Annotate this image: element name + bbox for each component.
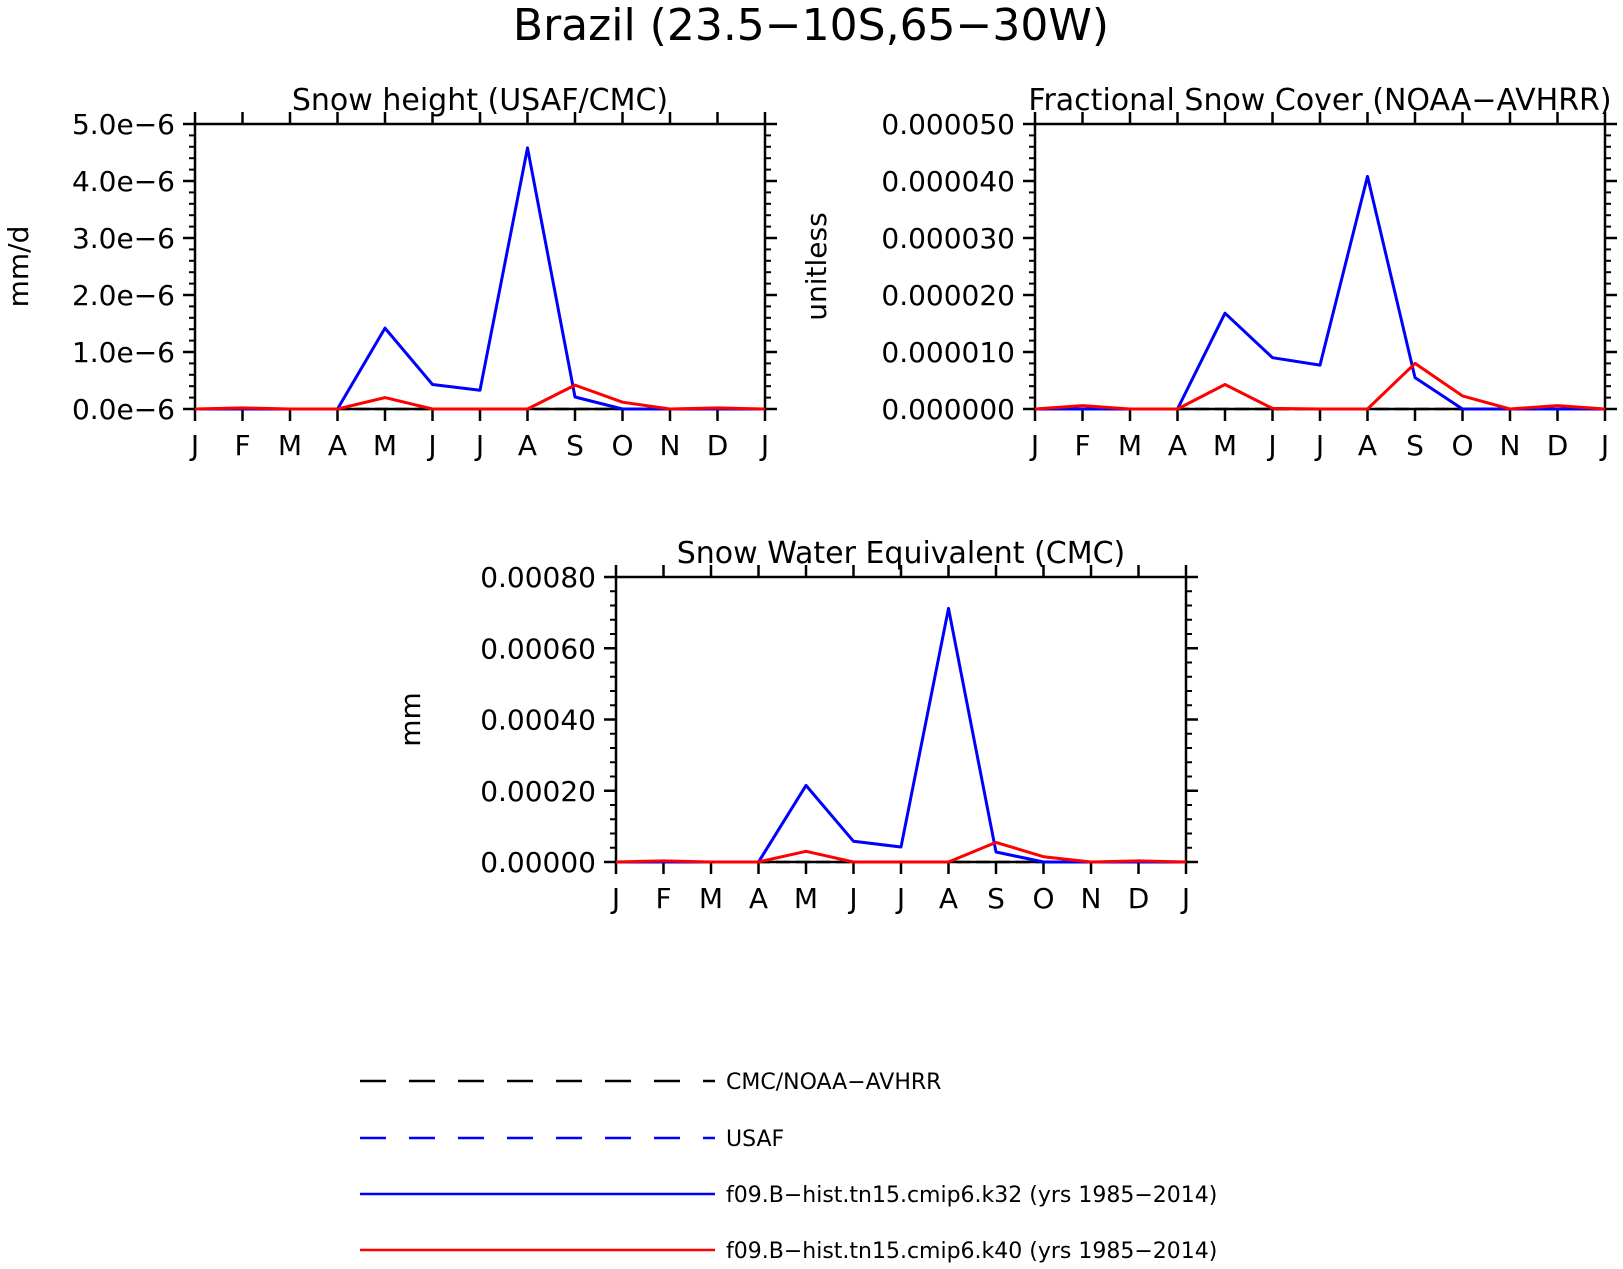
legend-item: f09.B−hist.tn15.cmip6.k32 (yrs 1985−2014… [360, 1183, 1217, 1208]
x-tick-label: J [1029, 429, 1039, 462]
y-tick-label: 0.00060 [480, 632, 596, 665]
y-tick-label: 0.00000 [480, 846, 596, 879]
y-axis-label: unitless [800, 212, 833, 320]
chart-panel-3: Snow Water Equivalent (CMC)mmJ F M A M J J A S O N… [394, 536, 1198, 915]
x-tick-label: N [660, 429, 681, 462]
x-tick-label: A [749, 882, 768, 915]
x-tick-label: J [426, 429, 436, 462]
x-tick-label: F [234, 429, 250, 462]
x-tick-label: S [987, 882, 1005, 915]
chart-panel-2: Fractional Snow Cover (NOAA−AVHRR)unitle… [800, 83, 1617, 462]
legend: CMC/NOAA−AVHRR USAF f09.B−hist.tn15.cmip6.… [360, 1070, 1217, 1264]
x-tick-label: S [566, 429, 584, 462]
x-tick-label: J [1266, 429, 1276, 462]
series-line-k40 [194, 383, 766, 411]
y-tick-label: 0.000020 [881, 279, 1015, 312]
y-tick-label: 0.00080 [480, 561, 596, 594]
figure-title: Brazil (23.5−10S,65−30W) [513, 0, 1109, 51]
chart-panel-1: Snow height (USAF/CMC)mm/dJ F M A M J J A S O N D J0… [2, 83, 777, 462]
y-tick-label: 4.0e−6 [72, 165, 175, 198]
x-tick-label: N [1081, 882, 1102, 915]
plot-frame [193, 122, 767, 411]
y-tick-label: 3.0e−6 [72, 222, 175, 255]
x-tick-label: A [1358, 429, 1377, 462]
x-tick-label: D [1128, 882, 1150, 915]
series-line-k40 [615, 840, 1187, 864]
x-tick-label: J [847, 882, 857, 915]
x-tick-label: A [1168, 429, 1187, 462]
series-line-k32 [616, 606, 1186, 864]
x-tick-label: J [189, 429, 199, 462]
x-tick-label: A [939, 882, 958, 915]
legend-label: USAF [726, 1127, 784, 1152]
x-tick-label: O [1032, 882, 1054, 915]
x-tick-label: J [1314, 429, 1324, 462]
y-tick-label: 0.0e−6 [72, 393, 175, 426]
x-tick-label: M [1118, 429, 1142, 462]
x-tick-label: O [611, 429, 633, 462]
x-tick-label: M [1213, 429, 1237, 462]
y-axis-label: mm [394, 692, 427, 747]
legend-item: USAF [360, 1127, 784, 1152]
y-tick-label: 0.000000 [881, 393, 1015, 426]
x-tick-label: J [474, 429, 484, 462]
x-tick-label: M [794, 882, 818, 915]
y-tick-label: 0.000030 [881, 222, 1015, 255]
y-tick-label: 0.00040 [480, 704, 596, 737]
legend-label: f09.B−hist.tn15.cmip6.k40 (yrs 1985−2014… [726, 1239, 1217, 1264]
x-tick-label: J [610, 882, 620, 915]
x-tick-label: F [655, 882, 671, 915]
x-tick-label: O [1451, 429, 1473, 462]
x-tick-label: J [1180, 882, 1190, 915]
x-tick-label: A [328, 429, 347, 462]
legend-label: f09.B−hist.tn15.cmip6.k32 (yrs 1985−2014… [726, 1183, 1217, 1208]
x-tick-label: N [1500, 429, 1521, 462]
x-tick-label: J [759, 429, 769, 462]
y-axis-label: mm/d [2, 226, 35, 308]
x-tick-label: J [895, 882, 905, 915]
y-tick-label: 0.000040 [881, 165, 1015, 198]
x-tick-label: M [278, 429, 302, 462]
x-tick-label: J [1599, 429, 1609, 462]
y-tick-label: 0.000050 [881, 108, 1015, 141]
x-tick-label: D [1547, 429, 1569, 462]
x-tick-label: D [707, 429, 729, 462]
legend-label: CMC/NOAA−AVHRR [726, 1070, 941, 1095]
x-tick-label: M [699, 882, 723, 915]
series-line-k32 [195, 146, 765, 411]
legend-item: f09.B−hist.tn15.cmip6.k40 (yrs 1985−2014… [360, 1239, 1217, 1264]
series-line-k40 [1034, 361, 1606, 411]
series-line-k32 [1035, 174, 1605, 411]
y-tick-label: 1.0e−6 [72, 336, 175, 369]
panels: Snow height (USAF/CMC)mm/dJ F M A M J J A S O N D J0… [2, 83, 1617, 915]
y-tick-label: 0.000010 [881, 336, 1015, 369]
y-tick-label: 0.00020 [480, 775, 596, 808]
y-tick-label: 5.0e−6 [72, 108, 175, 141]
x-tick-label: A [518, 429, 537, 462]
x-tick-label: F [1074, 429, 1090, 462]
y-tick-label: 2.0e−6 [72, 279, 175, 312]
legend-item: CMC/NOAA−AVHRR [360, 1070, 941, 1095]
plot-frame [614, 575, 1188, 864]
x-tick-label: M [373, 429, 397, 462]
x-tick-label: S [1406, 429, 1424, 462]
